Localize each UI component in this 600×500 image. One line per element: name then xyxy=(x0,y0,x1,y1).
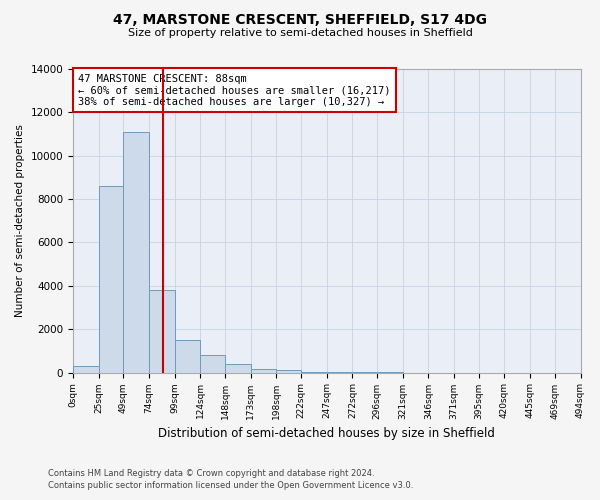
Bar xyxy=(73,366,99,372)
Bar xyxy=(99,186,124,372)
Bar xyxy=(149,290,175,372)
X-axis label: Distribution of semi-detached houses by size in Sheffield: Distribution of semi-detached houses by … xyxy=(158,427,495,440)
Bar xyxy=(200,355,225,372)
Text: Contains HM Land Registry data © Crown copyright and database right 2024.: Contains HM Land Registry data © Crown c… xyxy=(48,468,374,477)
Text: 47, MARSTONE CRESCENT, SHEFFIELD, S17 4DG: 47, MARSTONE CRESCENT, SHEFFIELD, S17 4D… xyxy=(113,12,487,26)
Bar xyxy=(277,370,301,372)
Text: Contains public sector information licensed under the Open Government Licence v3: Contains public sector information licen… xyxy=(48,481,413,490)
Bar xyxy=(225,364,251,372)
Text: Size of property relative to semi-detached houses in Sheffield: Size of property relative to semi-detach… xyxy=(128,28,472,38)
Bar xyxy=(251,368,277,372)
Bar xyxy=(175,340,200,372)
Y-axis label: Number of semi-detached properties: Number of semi-detached properties xyxy=(15,124,25,317)
Bar xyxy=(124,132,149,372)
Text: 47 MARSTONE CRESCENT: 88sqm
← 60% of semi-detached houses are smaller (16,217)
3: 47 MARSTONE CRESCENT: 88sqm ← 60% of sem… xyxy=(78,74,391,107)
